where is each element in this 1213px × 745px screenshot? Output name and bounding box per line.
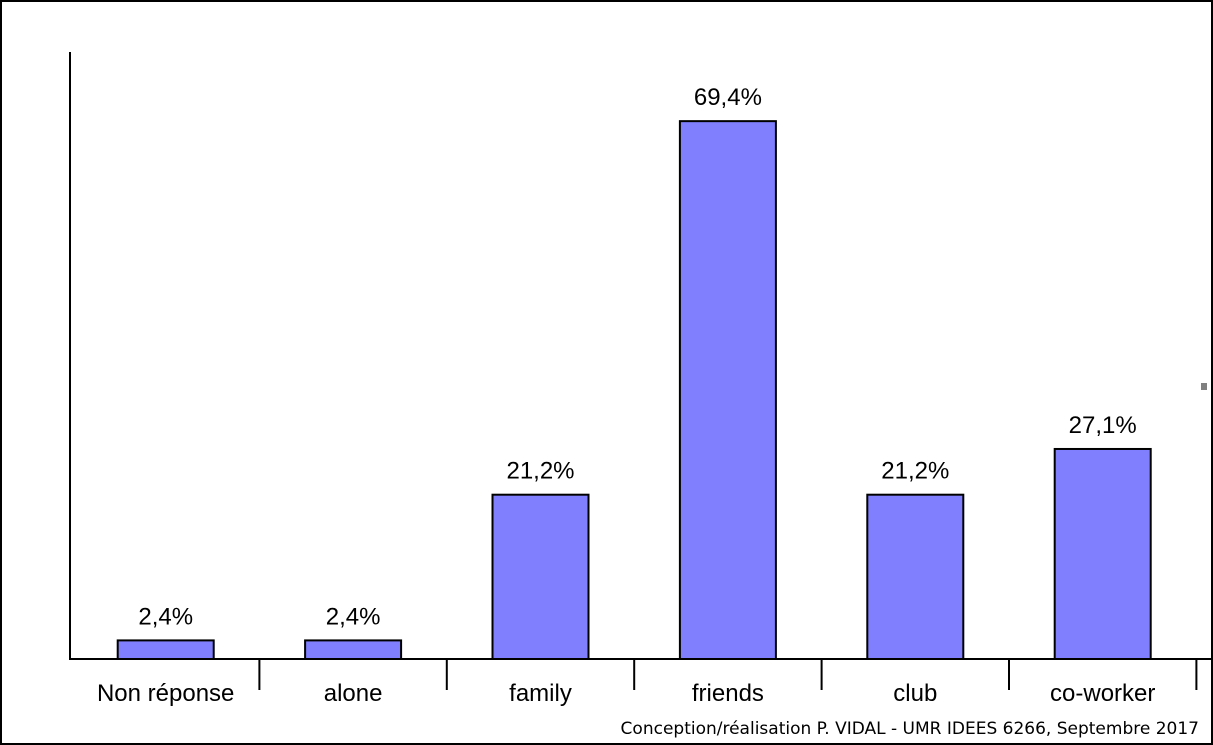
small-gray-marker <box>1201 383 1207 390</box>
data-label-0: 2,4% <box>138 603 193 630</box>
category-label-0: Non réponse <box>97 680 234 707</box>
bar-3 <box>678 120 777 660</box>
bar-2 <box>491 493 590 661</box>
bar-4 <box>866 493 965 661</box>
bar-5 <box>1053 447 1152 660</box>
credit-text: Conception/réalisation P. VIDAL - UMR ID… <box>620 719 1199 739</box>
category-label-1: alone <box>324 680 383 707</box>
category-label-2: family <box>509 680 572 707</box>
bar-1 <box>304 639 403 661</box>
data-label-4: 21,2% <box>881 458 949 485</box>
data-label-1: 2,4% <box>326 603 381 630</box>
data-label-3: 69,4% <box>694 84 762 111</box>
category-label-5: co-worker <box>1050 680 1155 707</box>
category-label-4: club <box>893 680 937 707</box>
category-label-3: friends <box>692 680 764 707</box>
bar-0 <box>116 639 215 661</box>
data-label-5: 27,1% <box>1069 412 1137 439</box>
data-label-2: 21,2% <box>506 458 574 485</box>
